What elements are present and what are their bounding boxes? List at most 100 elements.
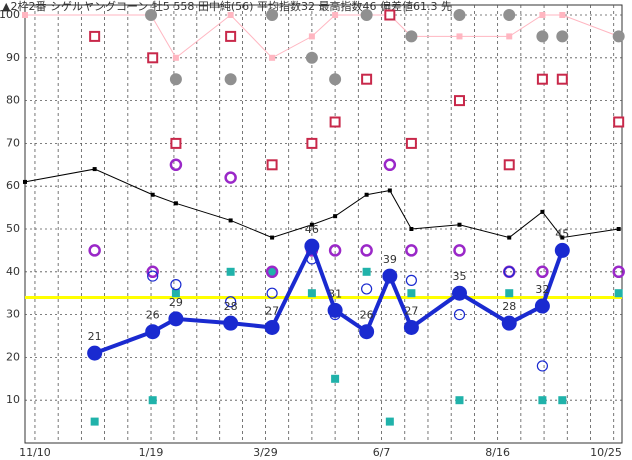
teal-square: [268, 267, 277, 276]
value-label: 27: [265, 304, 279, 317]
pink-square: [456, 33, 463, 40]
black-dot: [616, 227, 621, 231]
value-label: 28: [502, 300, 516, 313]
gray-circle: [503, 9, 516, 21]
teal-square: [362, 267, 371, 276]
teal-square: [90, 417, 99, 426]
gray-circle: [305, 51, 318, 64]
plot-frame: [24, 4, 623, 444]
gray-circle: [266, 9, 279, 21]
purple-circle: [146, 265, 159, 279]
blue-dot: [403, 319, 419, 335]
blue-dot: [327, 302, 343, 318]
blue-ring: [147, 270, 159, 282]
purple-circle: [169, 158, 183, 172]
red-square: [266, 159, 278, 171]
gray-circle: [145, 9, 158, 21]
black-dot: [409, 227, 414, 231]
gray-circle: [556, 30, 569, 43]
black-dot: [23, 179, 27, 184]
gray-circle: [329, 73, 342, 86]
red-square: [503, 159, 515, 171]
gray-circle: [169, 73, 182, 86]
red-square: [536, 73, 548, 85]
black-dot: [173, 201, 178, 206]
teal-square: [148, 396, 157, 405]
x-tick-label: 11/10: [19, 446, 51, 459]
black-dot: [507, 235, 512, 240]
pink-square: [559, 12, 566, 18]
red-square: [170, 137, 182, 149]
value-label: 31: [328, 287, 342, 300]
black-dot: [228, 218, 233, 223]
gray-circle: [224, 73, 237, 86]
red-square: [613, 116, 625, 128]
blue-ring: [361, 283, 373, 295]
teal-square: [307, 289, 316, 298]
blue-ring: [266, 287, 278, 299]
black-dot: [309, 222, 314, 227]
red-square: [225, 30, 237, 42]
value-label: 28: [224, 300, 238, 313]
teal-square: [331, 374, 340, 383]
value-label: 32: [535, 283, 549, 296]
blue-dot: [304, 238, 320, 254]
red-square: [147, 52, 159, 64]
purple-circle: [405, 244, 418, 257]
blue-dot: [382, 268, 398, 284]
x-tick-label: 1/19: [139, 446, 164, 459]
red-square: [361, 73, 373, 85]
y-tick-label: 20: [6, 350, 20, 363]
blue-dot: [223, 315, 239, 331]
purple-circle: [88, 244, 101, 257]
gray-circle: [536, 30, 549, 43]
teal-square: [614, 289, 623, 298]
pink-square: [227, 12, 234, 18]
blue-dot: [451, 285, 467, 301]
x-tick-label: 10/25: [590, 446, 622, 459]
series-line: [93, 241, 565, 355]
black-dot: [270, 235, 275, 240]
black-dot: [333, 214, 338, 219]
pink-square: [172, 54, 179, 61]
value-label: 39: [383, 253, 397, 266]
red-square: [556, 73, 568, 85]
chart-title: ▲2枠2番 シゲルヤングコーン 牡5 558 田中純(56) 平均指数32 最高…: [2, 0, 452, 13]
x-tick-label: 3/29: [253, 446, 278, 459]
pink-square: [539, 12, 546, 18]
purple-circle: [383, 158, 397, 172]
blue-dot: [534, 298, 550, 314]
blue-dot: [264, 319, 280, 335]
y-tick-label: 70: [6, 136, 20, 149]
blue-ring: [536, 360, 549, 372]
red-square: [89, 30, 101, 42]
blue-ring: [170, 279, 182, 291]
teal-square: [407, 289, 416, 298]
purple-circle: [265, 265, 279, 279]
gray-circle: [612, 30, 625, 43]
black-dot: [92, 167, 97, 172]
teal-square: [385, 417, 394, 426]
pink-square: [506, 33, 513, 40]
value-label: 35: [452, 270, 466, 283]
value-label: 26: [146, 309, 160, 322]
gray-circle: [405, 30, 418, 43]
value-label: 29: [169, 296, 183, 309]
red-square: [329, 116, 341, 128]
teal-square: [226, 267, 235, 276]
purple-circle: [360, 244, 373, 257]
pink-square: [308, 33, 315, 40]
blue-dot: [87, 345, 103, 361]
black-dot: [540, 209, 545, 214]
red-square: [405, 137, 417, 149]
teal-square: [558, 396, 567, 405]
purple-circle: [612, 265, 625, 279]
y-tick-label: 50: [6, 222, 20, 235]
black-dot: [560, 235, 565, 240]
y-tick-label: 60: [6, 179, 20, 192]
y-tick-label: 100: [0, 8, 20, 21]
black-dot: [457, 222, 462, 227]
y-tick-label: 80: [6, 94, 20, 107]
